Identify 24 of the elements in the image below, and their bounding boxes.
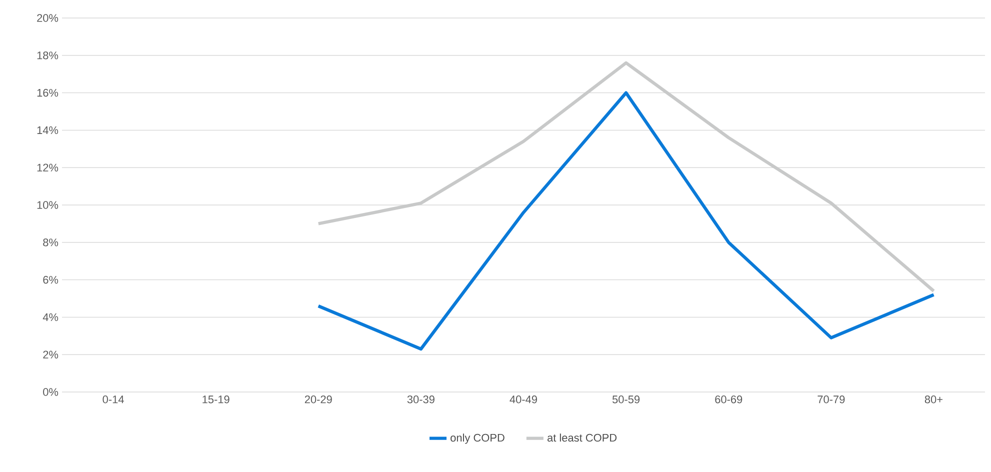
y-tick-label: 6% [43,276,58,284]
x-tick-label: 50-59 [612,396,640,404]
x-tick-label: 60-69 [715,396,742,404]
legend-label: at least COPD [548,434,617,442]
x-tick-label: 40-49 [510,396,537,404]
line-series [316,61,936,293]
y-tick-label: 20% [37,14,58,22]
x-tick-label: 30-39 [407,396,434,404]
y-tick-label: 16% [37,88,58,97]
x-tick-label: 15-19 [202,396,230,404]
y-tick-label: 8% [43,238,58,246]
y-tick-label: 0% [43,388,58,396]
line-series [316,91,936,351]
y-tick-label: 2% [43,350,58,358]
y-tick-label: 12% [37,164,58,172]
y-tick-label: 10% [37,201,58,209]
x-tick-label: 0-14 [102,396,124,404]
y-tick-label: 18% [37,52,58,60]
y-tick-label: 4% [42,313,58,322]
y-tick-label: 14% [37,126,58,134]
x-tick-label: 20-29 [304,396,332,404]
x-tick-label: 80+ [924,396,942,404]
legend-label: only COPD [450,434,504,444]
x-tick-label: 70-79 [818,396,845,404]
